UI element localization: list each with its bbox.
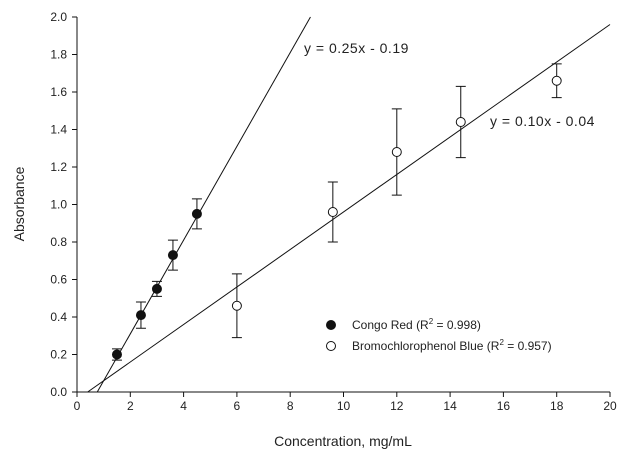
legend-name-bromochlorophenol-blue: Bromochlorophenol Blue — [352, 339, 484, 353]
fit-lines — [87, 16, 611, 393]
x-tick-label: 8 — [287, 399, 294, 413]
y-tick-label: 1.4 — [50, 123, 67, 137]
y-tick-label: 0.0 — [50, 385, 67, 399]
data-point-filled — [135, 310, 146, 321]
legend-r2-bromochlorophenol-blue: 0.957 — [518, 339, 548, 353]
legend-marker-congo-red — [326, 320, 336, 330]
y-tick-label: 1.8 — [50, 48, 67, 62]
data-point-filled — [111, 349, 122, 360]
data-point-open — [231, 300, 242, 311]
data-markers — [111, 75, 562, 360]
y-axis-title: Absorbance — [11, 166, 27, 241]
x-tick-label: 0 — [74, 399, 81, 413]
legend-label-congo-red: Congo Red (R2 = 0.998) — [352, 317, 481, 332]
x-tick-label: 20 — [603, 399, 617, 413]
data-point-filled — [191, 208, 202, 219]
y-tick-label: 0.6 — [50, 273, 67, 287]
data-point-open — [455, 117, 466, 127]
x-tick-label: 10 — [337, 399, 351, 413]
y-tick-label: 2.0 — [50, 10, 67, 24]
x-tick-label: 2 — [127, 399, 134, 413]
legend: Congo Red (R2 = 0.998) Bromochlorophenol… — [326, 317, 552, 353]
legend-marker-bromochlorophenol-blue — [326, 341, 336, 351]
data-point-open — [327, 207, 338, 217]
fit-equation-congo-red: y = 0.25x - 0.19 — [304, 40, 409, 56]
data-point-open — [551, 75, 562, 86]
x-tick-label: 14 — [443, 399, 457, 413]
x-tick-label: 12 — [390, 399, 404, 413]
y-tick-label: 1.6 — [50, 85, 67, 99]
x-tick-label: 6 — [234, 399, 241, 413]
x-tick-label: 4 — [180, 399, 187, 413]
fit-line-series-1 — [87, 24, 611, 393]
data-point-filled — [151, 283, 162, 294]
x-tick-label: 16 — [497, 399, 511, 413]
y-tick-label: 1.0 — [50, 198, 67, 212]
data-point-filled — [167, 250, 178, 261]
axes: 0 2 4 6 8 10 12 14 16 18 20 0.0 0.2 0.4 0.6 0.8 1.0 1.2 1.… — [50, 10, 617, 413]
y-tick-label: 1.2 — [50, 160, 67, 174]
y-tick-label: 0.4 — [50, 310, 67, 324]
y-tick-label: 0.2 — [50, 348, 67, 362]
legend-label-bromochlorophenol-blue: Bromochlorophenol Blue (R2 = 0.957) — [352, 338, 552, 353]
legend-name-congo-red: Congo Red — [352, 318, 413, 332]
y-tick-label: 0.8 — [50, 235, 67, 249]
legend-r2-congo-red: 0.998 — [447, 318, 477, 332]
data-point-open — [391, 147, 402, 157]
x-tick-label: 18 — [550, 399, 564, 413]
fit-line-series-0 — [96, 16, 311, 393]
x-axis-title: Concentration, mg/mL — [274, 433, 412, 449]
fit-equation-bromochlorophenol-blue: y = 0.10x - 0.04 — [490, 113, 595, 129]
